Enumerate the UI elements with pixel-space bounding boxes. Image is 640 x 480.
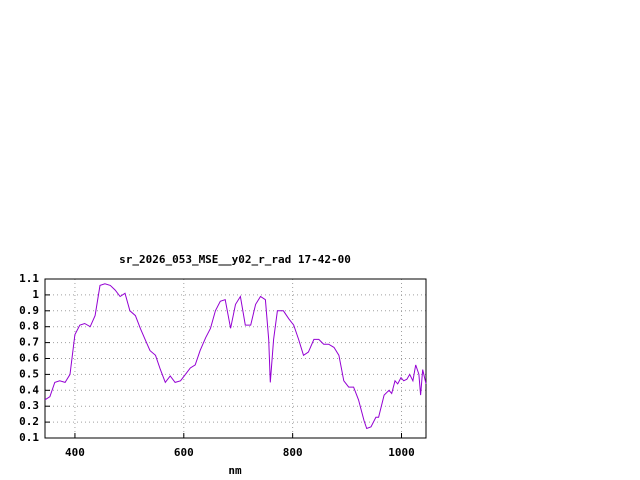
y-tick-label: 0.5 bbox=[19, 367, 39, 380]
y-tick-label: 0.8 bbox=[19, 320, 39, 333]
data-line bbox=[44, 283, 427, 430]
y-tick-label: 0.2 bbox=[19, 415, 39, 428]
plot-frame bbox=[44, 278, 427, 439]
y-tick-label: 1 bbox=[32, 288, 39, 301]
x-axis-label: nm bbox=[228, 464, 242, 477]
x-tick-label: 800 bbox=[283, 446, 303, 459]
x-tick-label: 400 bbox=[65, 446, 85, 459]
y-tick-label: 0.4 bbox=[19, 383, 39, 396]
chart-title: sr_2026_053_MSE__y02_r_rad 17-42-00 bbox=[119, 253, 351, 266]
y-tick-label: 0.3 bbox=[19, 399, 39, 412]
y-tick-label: 0.1 bbox=[19, 431, 39, 444]
x-tick-label: 600 bbox=[174, 446, 194, 459]
y-tick-label: 1.1 bbox=[19, 272, 39, 285]
y-tick-label: 0.6 bbox=[19, 352, 39, 365]
y-tick-label: 0.9 bbox=[19, 304, 39, 317]
y-tick-label: 0.7 bbox=[19, 336, 39, 349]
x-tick-label: 1000 bbox=[388, 446, 415, 459]
